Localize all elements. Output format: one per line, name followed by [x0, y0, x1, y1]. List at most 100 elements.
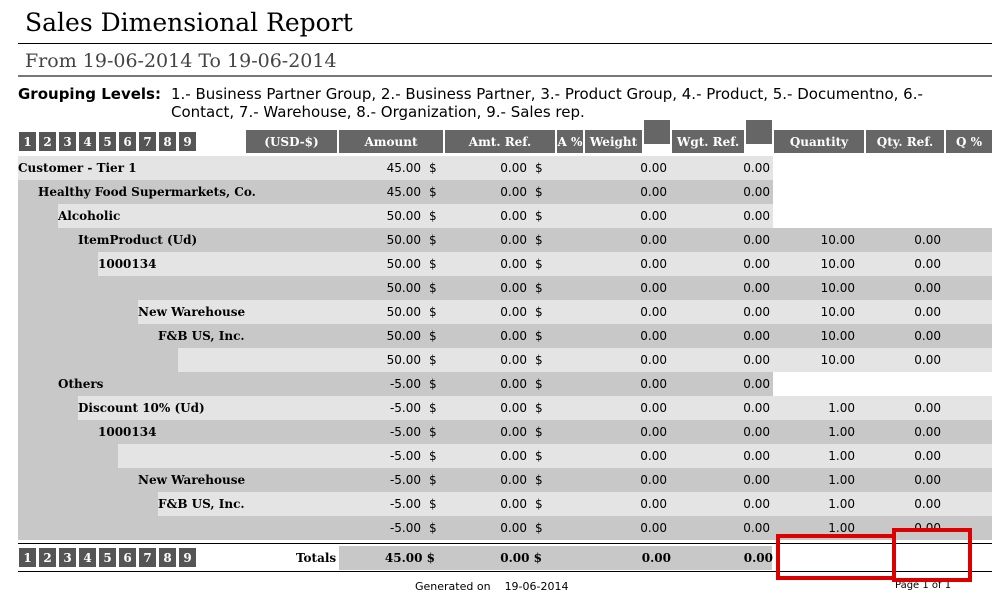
row-indent	[138, 492, 158, 516]
level-button-5[interactable]: 5	[98, 547, 117, 568]
row-indent	[58, 492, 78, 516]
currency-symbol: $	[535, 233, 543, 247]
cell-amt-ref: 0.00	[500, 449, 527, 463]
row-indent	[18, 276, 38, 300]
header-amount[interactable]: Amount	[339, 130, 443, 153]
currency-symbol: $	[535, 521, 543, 535]
row-indent	[18, 444, 38, 468]
report-date-range: From 19-06-2014 To 19-06-2014	[25, 50, 337, 72]
row-label: F&B US, Inc.	[158, 329, 245, 343]
row-indent	[38, 420, 58, 444]
row-indent	[58, 516, 78, 540]
row-indent	[18, 180, 38, 204]
row-label: Discount 10% (Ud)	[78, 401, 205, 415]
row-quantity-background	[773, 420, 992, 444]
level-button-7[interactable]: 7	[138, 547, 157, 568]
row-indent	[138, 324, 158, 348]
row-indent	[78, 300, 98, 324]
row-indent	[58, 324, 78, 348]
cell-amt-ref: 0.00	[500, 209, 527, 223]
row-indent	[58, 276, 78, 300]
cell-weight: 0.00	[640, 377, 667, 391]
currency-symbol: $	[429, 377, 437, 391]
cell-qty-ref: 0.00	[914, 473, 941, 487]
cell-wgt-ref: 0.00	[743, 233, 770, 247]
header-qty-ref[interactable]: Qty. Ref.	[866, 130, 944, 153]
level-button-3[interactable]: 3	[58, 547, 77, 568]
row-indent	[118, 492, 138, 516]
header-a-pct[interactable]: A %	[557, 130, 583, 153]
row-indent	[98, 444, 118, 468]
level-button-5[interactable]: 5	[98, 131, 117, 152]
level-button-8[interactable]: 8	[158, 547, 177, 568]
currency-symbol: $	[429, 401, 437, 415]
cell-weight: 0.00	[640, 353, 667, 367]
cell-amount: -5.00	[389, 377, 421, 391]
row-indent	[78, 276, 98, 300]
header-weight[interactable]: Weight	[585, 130, 642, 153]
row-indent	[98, 516, 118, 540]
header-quantity[interactable]: Quantity	[774, 130, 864, 153]
row-background	[98, 252, 773, 276]
row-indent	[38, 516, 58, 540]
level-button-2[interactable]: 2	[38, 131, 57, 152]
currency-symbol: $	[429, 233, 437, 247]
row-indent	[58, 348, 78, 372]
level-button-6[interactable]: 6	[118, 547, 137, 568]
level-button-4[interactable]: 4	[78, 131, 97, 152]
highlight-box-qty-ref	[892, 528, 972, 582]
row-indent	[158, 516, 178, 540]
report-title: Sales Dimensional Report	[25, 8, 353, 37]
row-background	[38, 180, 773, 204]
cell-wgt-ref: 0.00	[743, 161, 770, 175]
row-indent	[98, 468, 118, 492]
level-button-1[interactable]: 1	[18, 131, 37, 152]
cell-quantity: 10.00	[820, 305, 855, 319]
row-background	[178, 516, 773, 540]
row-quantity-background	[773, 492, 992, 516]
level-button-2[interactable]: 2	[38, 547, 57, 568]
currency-symbol: $	[535, 161, 543, 175]
cell-amount: -5.00	[389, 473, 421, 487]
level-button-8[interactable]: 8	[158, 131, 177, 152]
level-button-9[interactable]: 9	[178, 547, 197, 568]
cell-amt-ref: 0.00	[500, 281, 527, 295]
row-quantity-background	[773, 228, 992, 252]
currency-symbol: $	[535, 281, 543, 295]
level-button-1[interactable]: 1	[18, 547, 37, 568]
cell-qty-ref: 0.00	[914, 257, 941, 271]
level-button-4[interactable]: 4	[78, 547, 97, 568]
row-indent	[118, 324, 138, 348]
level-button-9[interactable]: 9	[178, 131, 197, 152]
header-wgt-ref[interactable]: Wgt. Ref.	[672, 130, 744, 153]
cell-qty-ref: 0.00	[914, 425, 941, 439]
cell-amount: 50.00	[386, 353, 421, 367]
row-indent	[138, 348, 158, 372]
currency-symbol: $	[429, 353, 437, 367]
row-background	[138, 300, 773, 324]
cell-amt-ref: 0.00	[500, 329, 527, 343]
row-indent	[78, 492, 98, 516]
cell-qty-ref: 0.00	[914, 497, 941, 511]
row-background	[138, 468, 773, 492]
row-background	[78, 228, 773, 252]
cell-quantity: 1.00	[828, 521, 855, 535]
level-button-6[interactable]: 6	[118, 131, 137, 152]
row-indent	[158, 348, 178, 372]
level-button-3[interactable]: 3	[58, 131, 77, 152]
row-indent	[38, 324, 58, 348]
row-quantity-background	[773, 444, 992, 468]
highlight-box-quantity	[776, 534, 896, 580]
row-indent	[38, 300, 58, 324]
cell-quantity: 10.00	[820, 329, 855, 343]
cell-quantity: 1.00	[828, 425, 855, 439]
header-q-pct[interactable]: Q %	[946, 130, 992, 153]
cell-weight: 0.00	[640, 521, 667, 535]
level-button-7[interactable]: 7	[138, 131, 157, 152]
cell-wgt-ref: 0.00	[743, 281, 770, 295]
currency-symbol: $	[535, 209, 543, 223]
header-amt-ref[interactable]: Amt. Ref.	[445, 130, 555, 153]
cell-weight: 0.00	[640, 497, 667, 511]
cell-amount: 50.00	[386, 233, 421, 247]
cell-weight: 0.00	[640, 209, 667, 223]
